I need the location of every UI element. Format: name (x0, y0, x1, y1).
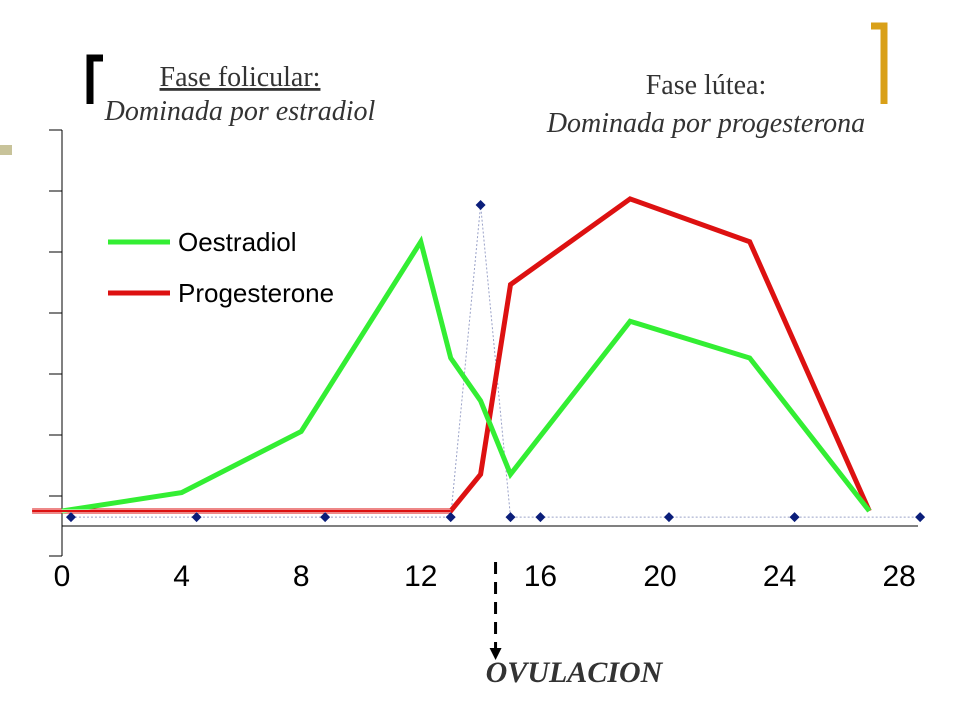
marker-point (663, 512, 674, 523)
x-tick-label: 8 (293, 560, 310, 593)
marker-point (789, 512, 800, 523)
luteal-subtitle: Dominada por progesterona (546, 108, 865, 139)
ovulation-arrowhead (489, 648, 502, 660)
legend: Oestradiol Progesterone (108, 227, 334, 308)
marker-point (505, 512, 516, 523)
marker-series-line (70, 204, 921, 518)
legend-label-progesterone: Progesterone (178, 278, 334, 308)
left-bracket (86, 54, 103, 104)
legend-label-oestradiol: Oestradiol (178, 227, 297, 257)
marker-point (475, 200, 486, 210)
x-tick-label: 28 (883, 560, 916, 593)
x-tick-label: 16 (524, 560, 557, 593)
follicular-subtitle: Dominada por estradiol (104, 96, 376, 127)
ovulation-label: OVULACION (486, 656, 664, 689)
marker-point (65, 512, 76, 523)
marker-point (535, 512, 546, 523)
marker-point (191, 512, 202, 523)
series-layer (32, 196, 926, 523)
marker-point (320, 512, 331, 523)
x-tick-label: 12 (404, 560, 437, 593)
x-tick-label: 0 (54, 560, 71, 593)
axes (49, 129, 918, 557)
series-line-oestradiol (61, 235, 872, 514)
right-bracket (871, 22, 888, 104)
marker-point (915, 512, 926, 523)
marker-point (445, 512, 456, 523)
luteal-title: Fase lútea: (646, 70, 767, 101)
x-axis-ticks: 0 4 8 12 16 20 24 28 (54, 560, 916, 593)
x-tick-label: 4 (173, 560, 190, 593)
side-square (0, 145, 12, 155)
follicular-title: Fase folicular: (160, 62, 321, 93)
x-tick-label: 20 (643, 560, 676, 593)
x-tick-label: 24 (763, 560, 796, 593)
ovulation-marker: OVULACION (486, 562, 664, 689)
